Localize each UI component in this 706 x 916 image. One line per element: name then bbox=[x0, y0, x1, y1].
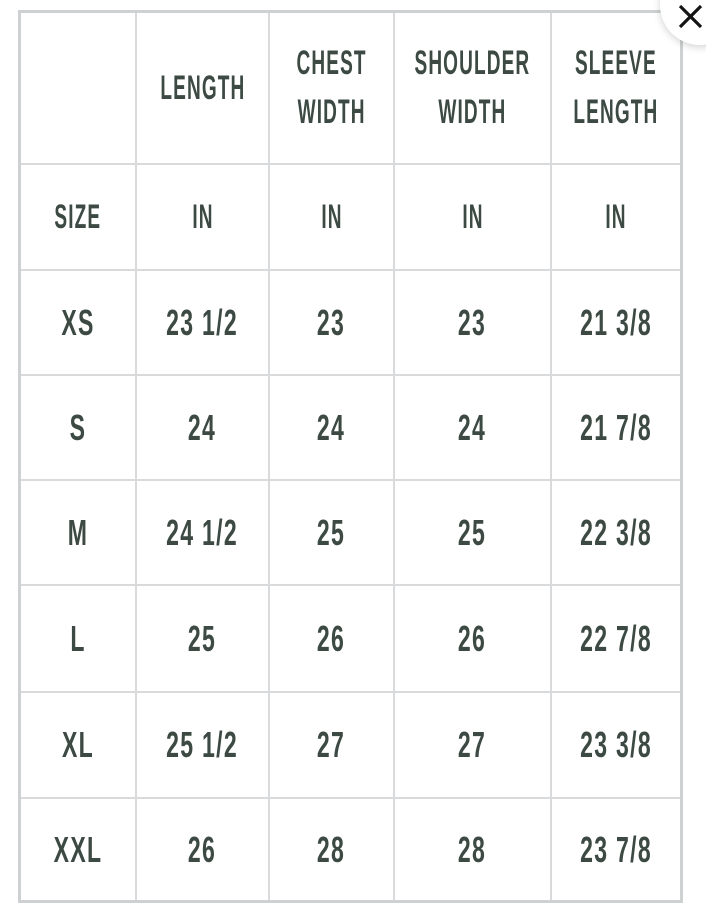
measurement-value: 22 7/8 bbox=[580, 617, 652, 659]
cell-m-length: 24 1/2 bbox=[137, 481, 268, 584]
cell-m-chest: 25 bbox=[270, 481, 393, 584]
size-label-s: S bbox=[21, 376, 135, 479]
cell-l-chest: 26 bbox=[270, 586, 393, 691]
measurement-value: 23 3/8 bbox=[580, 724, 652, 765]
units-cell-chest: IN bbox=[270, 165, 393, 269]
measurement-value: 25 1/2 bbox=[166, 724, 239, 765]
size-label: M bbox=[67, 511, 89, 553]
cell-xl-length: 25 1/2 bbox=[137, 693, 268, 797]
size-label: L bbox=[70, 617, 86, 659]
cell-xl-chest: 27 bbox=[270, 693, 393, 797]
units-cell-size: SIZE bbox=[21, 165, 135, 269]
size-label-l: L bbox=[21, 586, 135, 691]
cell-s-length: 24 bbox=[137, 376, 268, 479]
cell-xl-sleeve: 23 3/8 bbox=[552, 693, 680, 797]
cell-s-sleeve: 21 7/8 bbox=[552, 376, 680, 479]
measurement-value: 25 bbox=[317, 511, 346, 553]
cell-xxl-shoulder: 28 bbox=[395, 799, 550, 900]
measurement-value: 23 bbox=[458, 301, 487, 343]
measurement-value: 24 bbox=[317, 406, 346, 448]
column-header-chest-width-label: CHEST WIDTH bbox=[296, 44, 367, 131]
measurement-value: 24 1/2 bbox=[166, 511, 239, 553]
units-in-label: IN bbox=[320, 197, 343, 236]
measurement-value: 27 bbox=[317, 724, 346, 765]
cell-l-shoulder: 26 bbox=[395, 586, 550, 691]
size-label: XS bbox=[61, 301, 95, 343]
cell-xs-shoulder: 23 bbox=[395, 271, 550, 374]
close-button[interactable] bbox=[660, 0, 706, 45]
size-label: XL bbox=[61, 724, 94, 765]
measurement-value: 26 bbox=[458, 617, 487, 659]
units-in-label: IN bbox=[461, 197, 484, 236]
cell-m-shoulder: 25 bbox=[395, 481, 550, 584]
measurement-value: 21 3/8 bbox=[580, 301, 652, 343]
column-header-sleeve-length-label: SLEEVE LENGTH bbox=[573, 44, 659, 131]
cell-xxl-sleeve: 23 7/8 bbox=[552, 799, 680, 900]
size-label-xl: XL bbox=[21, 693, 135, 797]
column-header-shoulder-width: SHOULDER WIDTH bbox=[395, 13, 550, 163]
column-header-shoulder-width-label: SHOULDER WIDTH bbox=[414, 44, 531, 131]
column-header-chest-width: CHEST WIDTH bbox=[270, 13, 393, 163]
cell-xxl-length: 26 bbox=[137, 799, 268, 900]
column-header-length: LENGTH bbox=[137, 13, 268, 163]
size-label-xxl: XXL bbox=[21, 799, 135, 900]
measurement-value: 22 3/8 bbox=[580, 511, 652, 553]
measurement-value: 28 bbox=[317, 828, 346, 870]
units-in-label: IN bbox=[605, 197, 627, 236]
measurement-value: 23 7/8 bbox=[580, 828, 652, 870]
cell-l-length: 25 bbox=[137, 586, 268, 691]
size-label-xs: XS bbox=[21, 271, 135, 374]
measurement-value: 23 bbox=[317, 301, 346, 343]
measurement-value: 21 7/8 bbox=[580, 406, 652, 448]
cell-xs-sleeve: 21 3/8 bbox=[552, 271, 680, 374]
measurement-value: 28 bbox=[458, 828, 487, 870]
units-in-label: IN bbox=[191, 197, 214, 236]
measurement-value: 24 bbox=[458, 406, 487, 448]
units-cell-shoulder: IN bbox=[395, 165, 550, 269]
cell-xxl-chest: 28 bbox=[270, 799, 393, 900]
measurement-value: 23 1/2 bbox=[166, 301, 239, 343]
size-label-m: M bbox=[21, 481, 135, 584]
cell-xs-chest: 23 bbox=[270, 271, 393, 374]
cell-s-shoulder: 24 bbox=[395, 376, 550, 479]
measurement-value: 25 bbox=[188, 617, 217, 659]
cell-xs-length: 23 1/2 bbox=[137, 271, 268, 374]
units-cell-sleeve: IN bbox=[552, 165, 680, 269]
measurement-value: 25 bbox=[458, 511, 487, 553]
size-label: XXL bbox=[53, 828, 103, 870]
size-chart-table: LENGTH CHEST WIDTH SHOULDER WIDTH SLEEVE… bbox=[18, 10, 683, 903]
measurement-value: 26 bbox=[188, 828, 217, 870]
column-header-length-label: LENGTH bbox=[160, 68, 245, 107]
cell-s-chest: 24 bbox=[270, 376, 393, 479]
units-cell-length: IN bbox=[137, 165, 268, 269]
cell-l-sleeve: 22 7/8 bbox=[552, 586, 680, 691]
header-cell-empty bbox=[21, 13, 135, 163]
units-size-label: SIZE bbox=[54, 197, 102, 236]
measurement-value: 27 bbox=[458, 724, 487, 765]
measurement-value: 24 bbox=[188, 406, 217, 448]
close-icon bbox=[678, 4, 703, 29]
cell-m-sleeve: 22 3/8 bbox=[552, 481, 680, 584]
measurement-value: 26 bbox=[317, 617, 346, 659]
column-header-sleeve-length: SLEEVE LENGTH bbox=[552, 13, 680, 163]
cell-xl-shoulder: 27 bbox=[395, 693, 550, 797]
size-label: S bbox=[69, 406, 87, 448]
